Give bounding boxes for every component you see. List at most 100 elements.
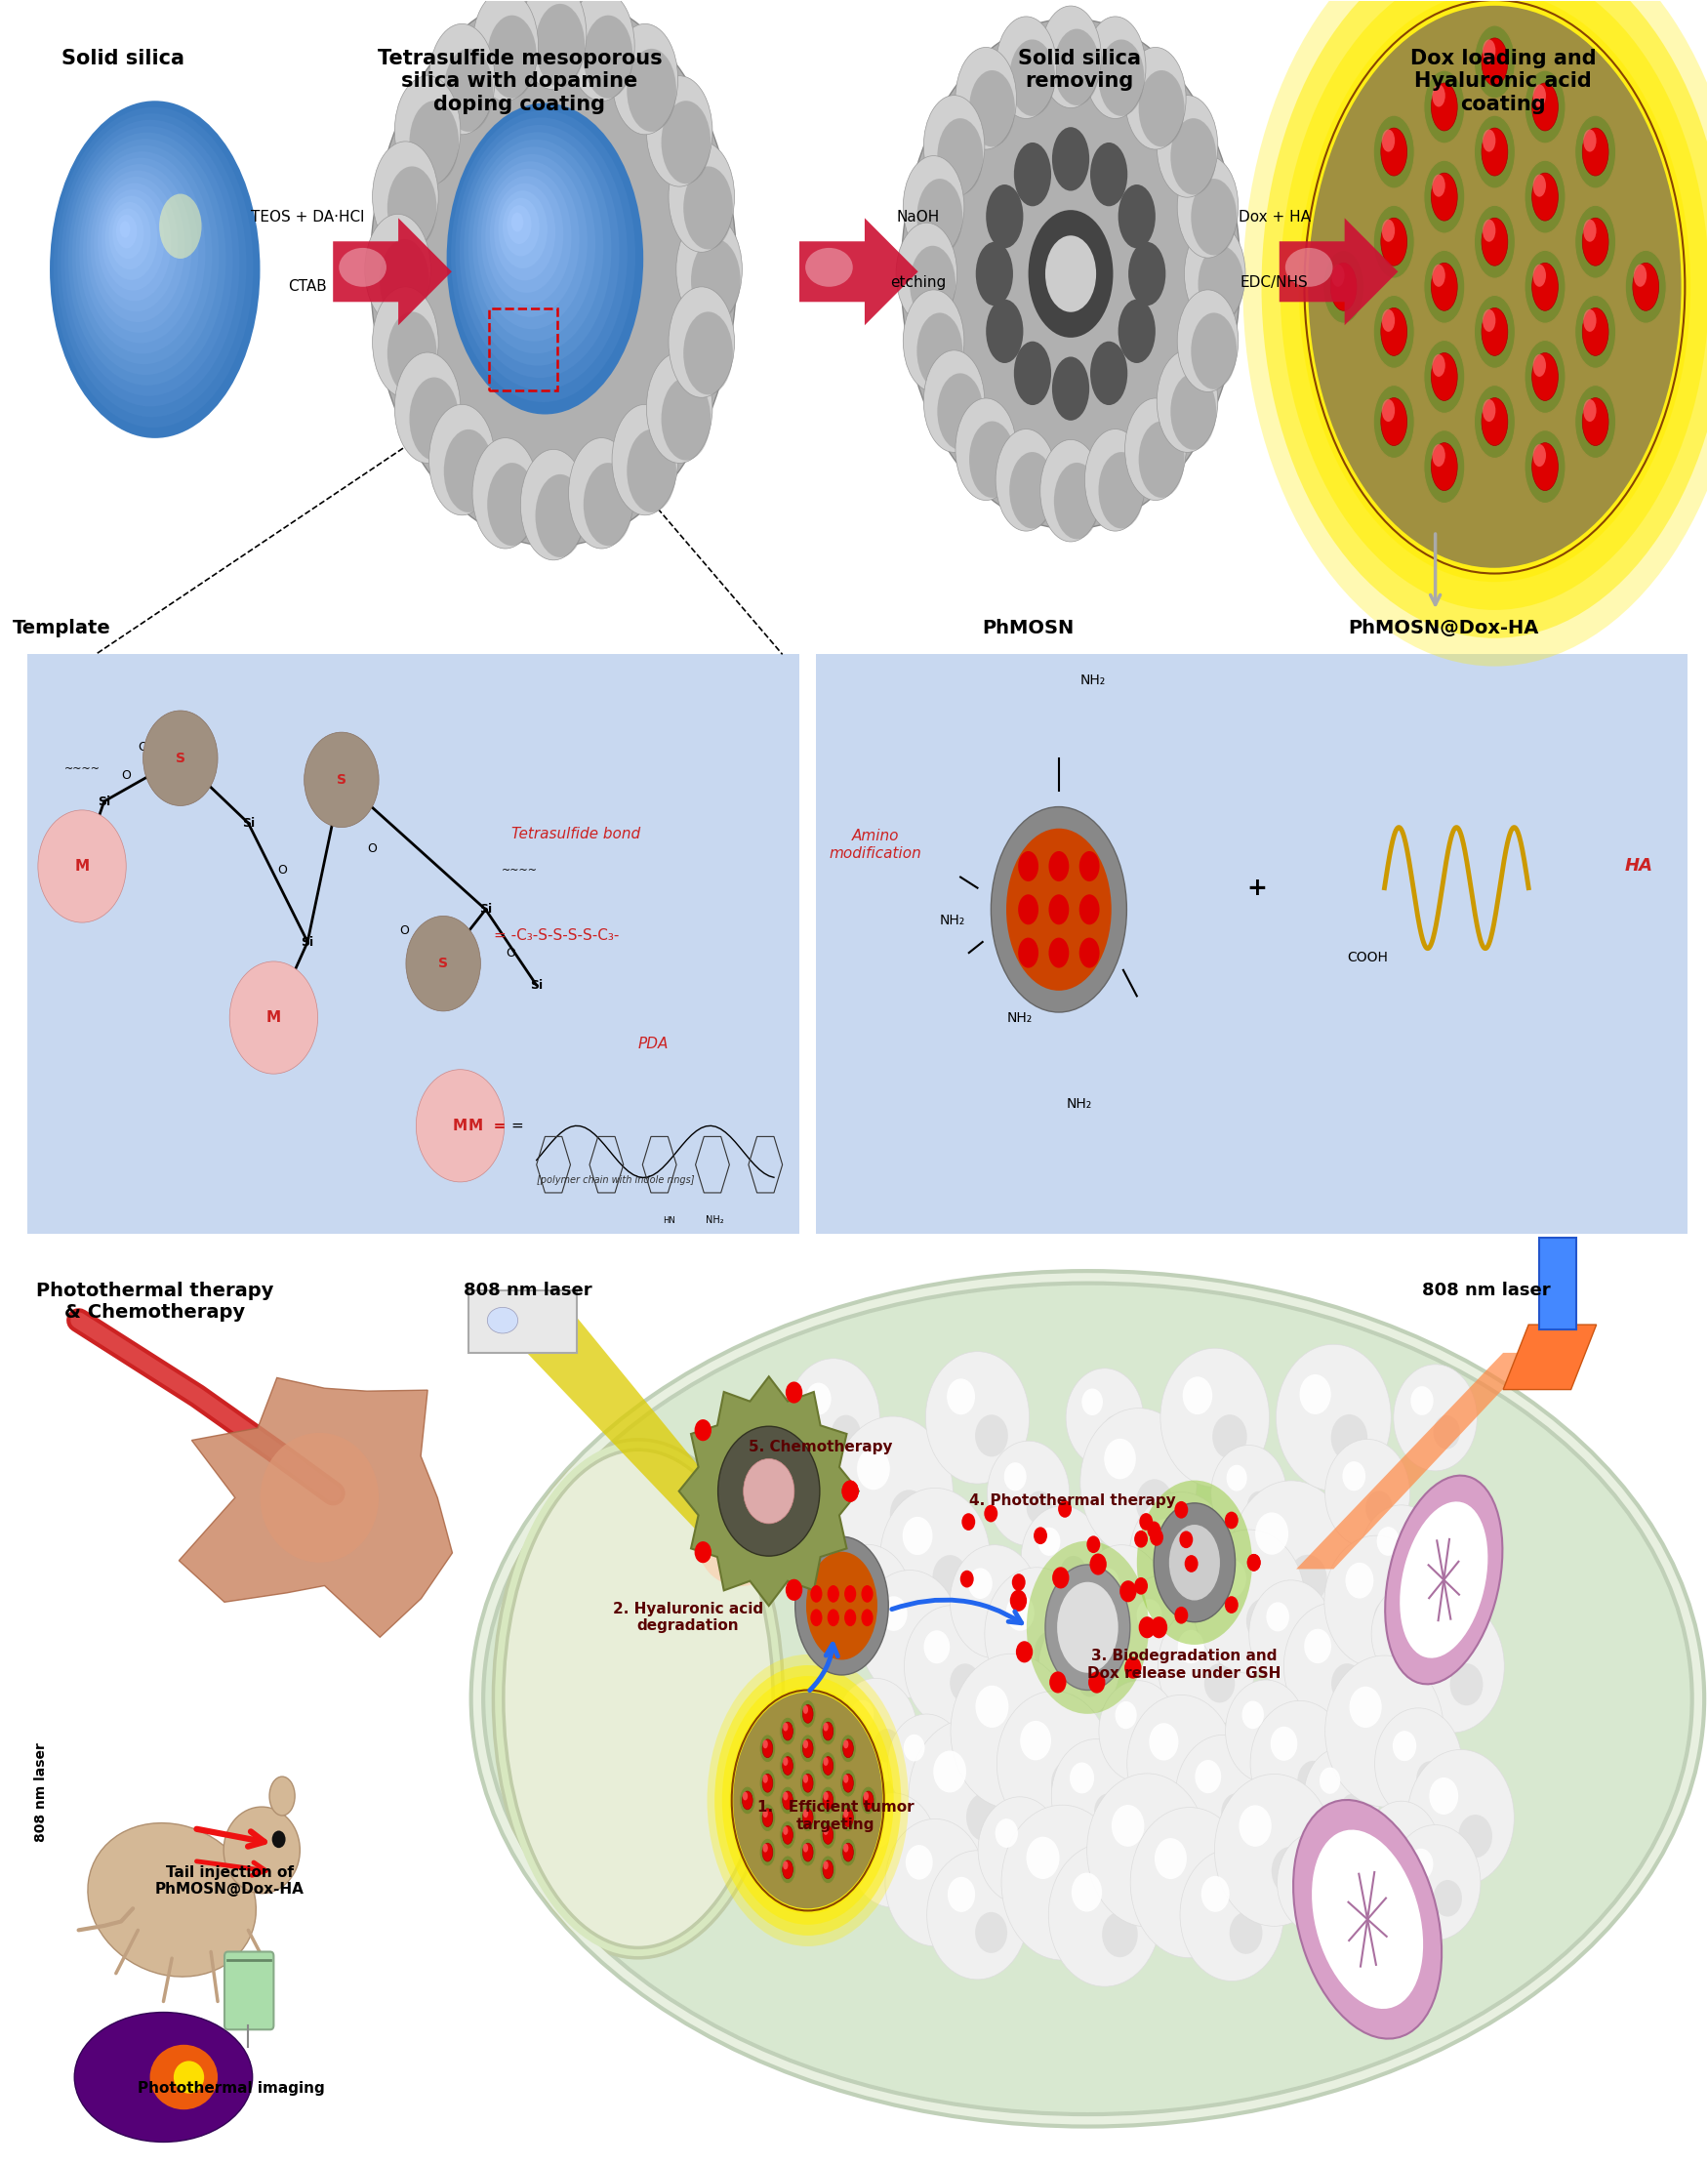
Ellipse shape [1481, 398, 1508, 446]
Ellipse shape [1433, 444, 1445, 468]
Ellipse shape [844, 1741, 849, 1749]
Ellipse shape [910, 247, 955, 323]
Text: Si: Si [301, 935, 314, 948]
Text: NH₂: NH₂ [939, 914, 965, 927]
Ellipse shape [804, 247, 852, 286]
Ellipse shape [1071, 1873, 1102, 1912]
Ellipse shape [743, 1793, 748, 1801]
Ellipse shape [1305, 1628, 1331, 1663]
Ellipse shape [763, 1775, 769, 1784]
Ellipse shape [159, 195, 202, 258]
Ellipse shape [1059, 1879, 1098, 1929]
Ellipse shape [803, 1706, 808, 1715]
Ellipse shape [1358, 1912, 1383, 1946]
Ellipse shape [1450, 1663, 1483, 1706]
Ellipse shape [1390, 1825, 1481, 1940]
Ellipse shape [1532, 262, 1558, 310]
Ellipse shape [1006, 829, 1112, 992]
Circle shape [695, 1420, 712, 1442]
Ellipse shape [907, 1630, 939, 1671]
Ellipse shape [1525, 160, 1566, 234]
Ellipse shape [1054, 463, 1100, 539]
Ellipse shape [823, 1793, 828, 1801]
Text: 808 nm laser: 808 nm laser [465, 1282, 593, 1299]
Ellipse shape [1049, 851, 1069, 881]
Ellipse shape [832, 1416, 953, 1570]
Circle shape [743, 1459, 794, 1524]
Ellipse shape [763, 1741, 769, 1749]
Ellipse shape [1095, 1793, 1122, 1829]
Ellipse shape [844, 1810, 849, 1819]
Ellipse shape [840, 1838, 856, 1866]
Ellipse shape [485, 169, 572, 305]
Ellipse shape [388, 312, 437, 394]
Ellipse shape [395, 76, 461, 186]
Ellipse shape [1583, 310, 1597, 331]
Ellipse shape [1411, 1386, 1433, 1416]
Ellipse shape [823, 1721, 834, 1741]
Text: Si: Si [480, 903, 492, 916]
Ellipse shape [1056, 1637, 1078, 1665]
Ellipse shape [1119, 299, 1155, 364]
Ellipse shape [1399, 1557, 1426, 1589]
Ellipse shape [803, 1775, 808, 1784]
Ellipse shape [1079, 1407, 1197, 1557]
Text: 808 nm laser: 808 nm laser [34, 1743, 48, 1842]
Ellipse shape [762, 1738, 772, 1758]
Ellipse shape [803, 1773, 813, 1793]
Text: Photothermal therapy
& Chemotherapy: Photothermal therapy & Chemotherapy [36, 1282, 273, 1321]
Ellipse shape [1481, 219, 1508, 266]
Ellipse shape [499, 191, 548, 268]
Ellipse shape [933, 1879, 965, 1920]
Ellipse shape [1372, 1585, 1448, 1682]
Ellipse shape [611, 24, 678, 134]
Ellipse shape [68, 132, 225, 385]
Ellipse shape [1155, 1503, 1235, 1622]
Ellipse shape [810, 1585, 822, 1602]
Ellipse shape [75, 2011, 253, 2141]
Ellipse shape [1052, 1738, 1141, 1853]
Circle shape [1134, 1578, 1148, 1596]
Ellipse shape [905, 1845, 933, 1879]
Ellipse shape [1027, 1541, 1149, 1715]
Ellipse shape [847, 1793, 938, 1907]
Ellipse shape [779, 1786, 796, 1814]
Ellipse shape [270, 1777, 295, 1816]
Ellipse shape [1149, 1520, 1179, 1554]
Ellipse shape [1433, 264, 1445, 286]
Text: PhMOSN: PhMOSN [982, 619, 1074, 639]
Ellipse shape [1138, 1730, 1161, 1760]
Ellipse shape [1136, 1479, 1173, 1526]
Ellipse shape [487, 15, 536, 97]
Ellipse shape [473, 0, 538, 102]
Circle shape [786, 1381, 803, 1403]
Ellipse shape [1532, 82, 1558, 130]
Ellipse shape [1474, 26, 1515, 97]
Ellipse shape [904, 1734, 924, 1762]
Text: NaOH: NaOH [897, 210, 939, 225]
Text: M: M [453, 1119, 468, 1132]
Ellipse shape [803, 1808, 813, 1827]
Ellipse shape [1242, 1702, 1264, 1730]
Ellipse shape [1575, 385, 1616, 459]
Ellipse shape [1433, 355, 1445, 377]
Ellipse shape [459, 126, 620, 379]
Text: Si: Si [97, 795, 111, 808]
Text: Solid silica: Solid silica [61, 50, 184, 69]
Circle shape [786, 1578, 803, 1600]
Ellipse shape [1346, 1563, 1373, 1598]
Ellipse shape [511, 212, 523, 232]
Ellipse shape [65, 126, 232, 396]
Ellipse shape [1483, 219, 1496, 242]
Ellipse shape [1276, 1344, 1390, 1492]
Ellipse shape [456, 117, 627, 390]
Ellipse shape [1407, 1632, 1433, 1663]
Text: etching: etching [890, 275, 946, 290]
Bar [488, 307, 557, 390]
Ellipse shape [859, 1570, 960, 1697]
Ellipse shape [113, 208, 143, 260]
Ellipse shape [810, 1609, 822, 1626]
Ellipse shape [379, 238, 429, 323]
Circle shape [1151, 1617, 1168, 1639]
Ellipse shape [1119, 1600, 1148, 1635]
